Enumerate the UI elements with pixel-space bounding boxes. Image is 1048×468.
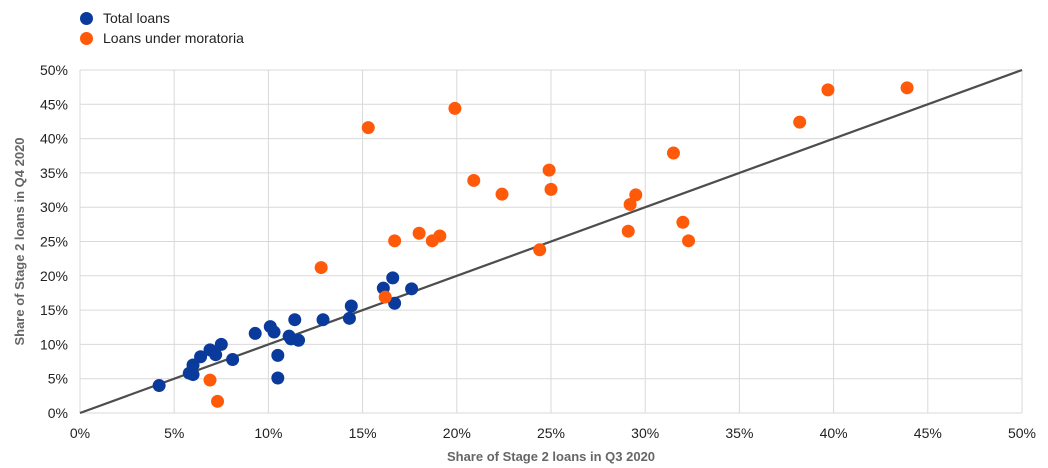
y-axis-ticks: 0% 5% 10% 15% 20% 25% 30% 35% 40% 45% 50% bbox=[40, 62, 68, 421]
data-point bbox=[621, 224, 635, 238]
y-tick-label: 30% bbox=[40, 199, 68, 215]
legend-label-loans-under-moratoria: Loans under moratoria bbox=[103, 30, 244, 46]
y-axis-title: Share of Stage 2 loans in Q4 2020 bbox=[12, 137, 27, 345]
data-point bbox=[623, 197, 637, 211]
data-point bbox=[544, 182, 558, 196]
data-point bbox=[821, 83, 835, 97]
data-point bbox=[386, 271, 400, 285]
y-tick-label: 50% bbox=[40, 62, 68, 78]
x-tick-label: 5% bbox=[164, 425, 184, 441]
data-point bbox=[361, 121, 375, 135]
data-point bbox=[271, 348, 285, 362]
data-point bbox=[793, 115, 807, 129]
data-point bbox=[344, 299, 358, 313]
y-tick-label: 10% bbox=[40, 336, 68, 352]
data-point bbox=[314, 261, 328, 275]
y-tick-label: 20% bbox=[40, 268, 68, 284]
data-point bbox=[666, 146, 680, 160]
x-tick-label: 40% bbox=[820, 425, 848, 441]
data-point bbox=[152, 379, 166, 393]
data-point bbox=[342, 311, 356, 325]
x-tick-label: 25% bbox=[537, 425, 565, 441]
data-point bbox=[271, 371, 285, 385]
y-tick-label: 25% bbox=[40, 234, 68, 250]
data-point bbox=[186, 358, 200, 372]
x-tick-label: 15% bbox=[349, 425, 377, 441]
data-point bbox=[316, 313, 330, 327]
data-point bbox=[682, 234, 696, 248]
y-tick-label: 35% bbox=[40, 165, 68, 181]
x-tick-label: 30% bbox=[631, 425, 659, 441]
y-tick-label: 0% bbox=[48, 405, 68, 421]
data-point bbox=[388, 234, 402, 248]
series-total-loans bbox=[152, 271, 419, 393]
data-point bbox=[288, 313, 302, 327]
data-point bbox=[495, 187, 509, 201]
data-point bbox=[433, 229, 447, 243]
x-tick-label: 0% bbox=[70, 425, 90, 441]
legend-label-total-loans: Total loans bbox=[103, 10, 170, 26]
data-point bbox=[292, 333, 306, 347]
data-point bbox=[542, 163, 556, 177]
data-point bbox=[629, 188, 643, 202]
data-point bbox=[267, 325, 281, 339]
legend-marker-loans-under-moratoria bbox=[80, 31, 93, 45]
data-point bbox=[533, 243, 547, 257]
x-tick-label: 20% bbox=[443, 425, 471, 441]
series-loans-under-moratoria bbox=[203, 81, 914, 408]
x-tick-label: 45% bbox=[914, 425, 942, 441]
data-points bbox=[152, 81, 914, 408]
data-point bbox=[194, 350, 208, 364]
chart-legend: Total loans Loans under moratoria bbox=[80, 8, 244, 48]
x-axis-ticks: 0% 5% 10% 15% 20% 25% 30% 35% 40% 45% 50% bbox=[70, 425, 1036, 441]
data-point bbox=[186, 368, 200, 382]
x-tick-label: 50% bbox=[1008, 425, 1036, 441]
data-point bbox=[448, 101, 462, 115]
data-point bbox=[214, 337, 228, 351]
y-tick-label: 15% bbox=[40, 302, 68, 318]
legend-item-total-loans: Total loans bbox=[80, 8, 244, 28]
data-point bbox=[248, 326, 262, 340]
data-point bbox=[203, 373, 217, 387]
data-point bbox=[405, 282, 419, 296]
data-point bbox=[676, 215, 690, 229]
legend-item-loans-under-moratoria: Loans under moratoria bbox=[80, 28, 244, 48]
y-tick-label: 40% bbox=[40, 131, 68, 147]
x-tick-label: 10% bbox=[254, 425, 282, 441]
data-point bbox=[226, 352, 240, 366]
data-point bbox=[467, 173, 481, 187]
data-point bbox=[211, 394, 225, 408]
data-point bbox=[412, 226, 426, 240]
data-point bbox=[388, 296, 402, 310]
data-point bbox=[209, 348, 223, 362]
x-axis-title: Share of Stage 2 loans in Q3 2020 bbox=[447, 449, 655, 464]
data-point bbox=[378, 290, 392, 304]
y-tick-label: 5% bbox=[48, 371, 68, 387]
x-tick-label: 35% bbox=[725, 425, 753, 441]
grid-lines bbox=[79, 69, 1023, 414]
legend-marker-total-loans bbox=[80, 11, 93, 25]
y-tick-label: 45% bbox=[40, 96, 68, 112]
data-point bbox=[900, 81, 914, 95]
